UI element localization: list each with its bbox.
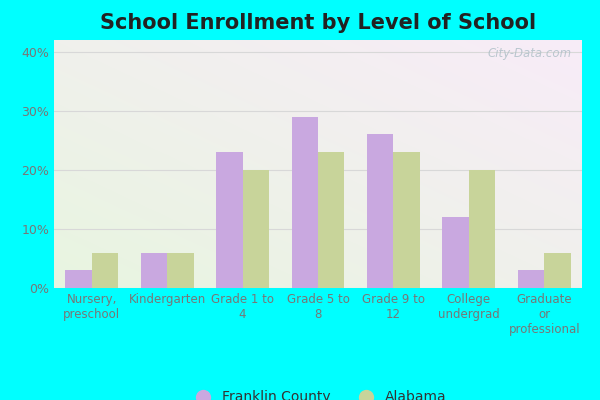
Bar xyxy=(442,217,469,288)
Bar xyxy=(65,270,92,288)
Bar xyxy=(292,117,318,288)
Bar xyxy=(394,152,420,288)
Bar xyxy=(367,134,394,288)
Bar xyxy=(242,170,269,288)
Bar xyxy=(318,152,344,288)
Bar xyxy=(216,152,242,288)
Text: City-Data.com: City-Data.com xyxy=(487,48,571,60)
Bar xyxy=(167,252,194,288)
Bar xyxy=(544,252,571,288)
Legend: Franklin County, Alabama: Franklin County, Alabama xyxy=(184,385,452,400)
Title: School Enrollment by Level of School: School Enrollment by Level of School xyxy=(100,13,536,33)
Bar xyxy=(141,252,167,288)
Bar xyxy=(518,270,544,288)
Bar xyxy=(469,170,495,288)
Bar xyxy=(92,252,118,288)
